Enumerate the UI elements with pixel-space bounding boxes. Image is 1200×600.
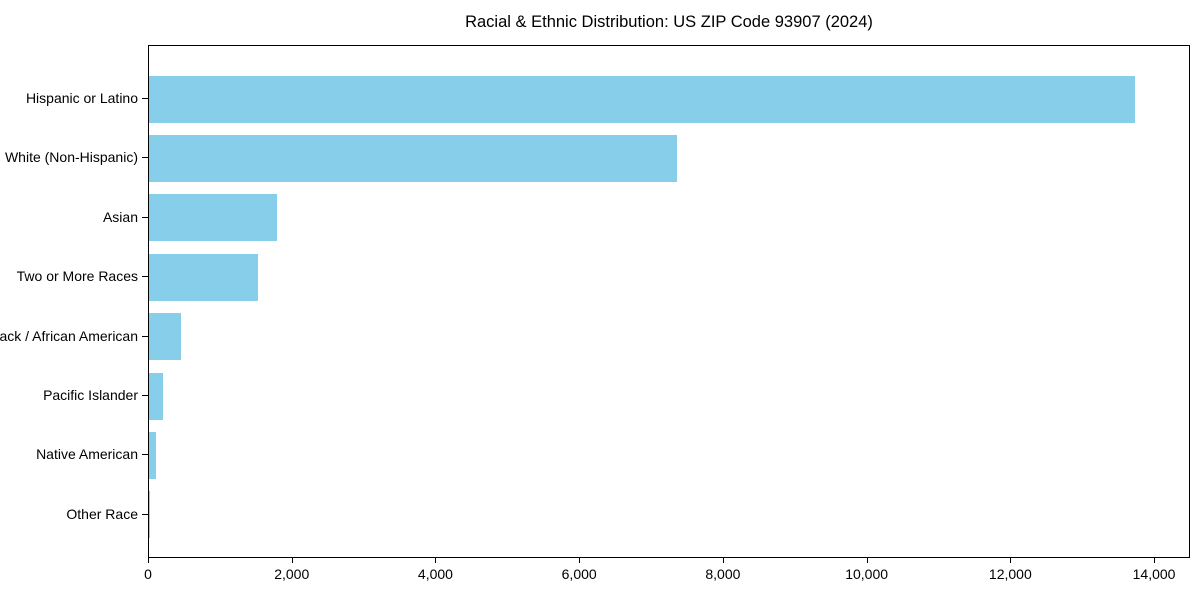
x-tick-label: 8,000 (705, 566, 741, 582)
x-tick-label: 14,000 (1132, 566, 1176, 582)
bar-native-american (149, 431, 157, 479)
bar-two-or-more-races (149, 253, 259, 301)
y-tick-mark (142, 395, 148, 396)
bar-other-race (149, 491, 150, 539)
plot-area (148, 45, 1190, 558)
x-tick-label: 10,000 (845, 566, 889, 582)
x-tick-mark (722, 558, 724, 563)
x-tick-label: 0 (144, 566, 152, 582)
x-tick-label: 2,000 (274, 566, 310, 582)
x-tick-mark (579, 558, 581, 563)
y-tick-mark (142, 513, 148, 515)
x-tick-mark (148, 558, 149, 563)
y-tick-label: Native American (36, 446, 138, 463)
y-tick-label: White (Non-Hispanic) (4, 149, 138, 166)
y-tick-mark (142, 98, 148, 99)
bar-asian (149, 194, 277, 242)
y-tick-label: Other Race (66, 505, 138, 522)
y-tick-mark (142, 335, 148, 337)
x-tick-mark (291, 558, 293, 563)
y-tick-label: Pacific Islander (43, 387, 138, 403)
y-tick-mark (142, 454, 148, 456)
y-tick-label: Asian (102, 208, 138, 225)
bar-black-african-american (149, 313, 182, 361)
bar-hispanic-or-latino (149, 75, 1136, 123)
x-tick-mark (435, 558, 437, 563)
y-tick-mark (142, 157, 148, 159)
x-tick-mark (866, 558, 868, 563)
chart-title: Racial & Ethnic Distribution: US ZIP Cod… (465, 13, 873, 31)
y-tick-label: Hispanic or Latino (25, 90, 138, 106)
y-tick-mark (142, 276, 148, 278)
x-tick-mark (1010, 558, 1012, 563)
x-tick-mark (1154, 558, 1156, 563)
x-tick-label: 6,000 (561, 566, 597, 582)
bar-pacific-islander (149, 372, 163, 420)
x-tick-label: 4,000 (417, 566, 453, 582)
y-tick-label: Two or More Races (16, 268, 138, 285)
y-tick-label: Black / African American (0, 327, 138, 344)
y-tick-mark (142, 216, 148, 218)
x-tick-label: 12,000 (988, 566, 1032, 582)
bar-white-non-hispanic (149, 134, 677, 182)
